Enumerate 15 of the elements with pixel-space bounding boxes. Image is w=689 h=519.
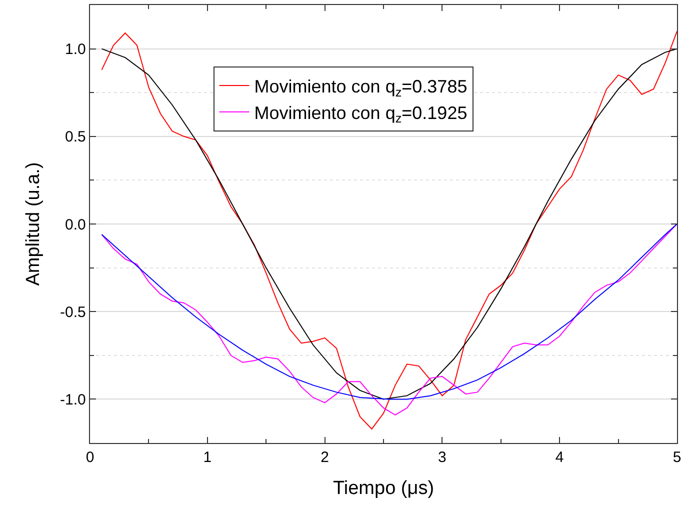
legend-label: Movimiento con q$_{z}$=0.3785 (254, 76, 468, 100)
x-tick-label: 0 (86, 449, 94, 466)
y-tick-label: 1.0 (64, 41, 86, 58)
y-axis-title: Amplitud (u.a.) (22, 162, 44, 286)
x-tick-label: 5 (672, 449, 682, 466)
y-tick-label: -0.5 (60, 304, 86, 321)
y-tick-label: -1.0 (60, 391, 86, 408)
x-tick-label: 1 (203, 449, 212, 466)
x-tick-label: 4 (555, 449, 564, 466)
legend-label: Movimiento con q$_{z}$=0.1925 (254, 102, 468, 126)
y-tick-label: 0.0 (64, 216, 86, 234)
y-tick-label: 0.5 (64, 128, 86, 146)
x-axis-title: Tiempo (μs) (332, 478, 434, 499)
x-tick-label: 2 (320, 449, 329, 466)
x-tick-label: 3 (438, 449, 446, 466)
